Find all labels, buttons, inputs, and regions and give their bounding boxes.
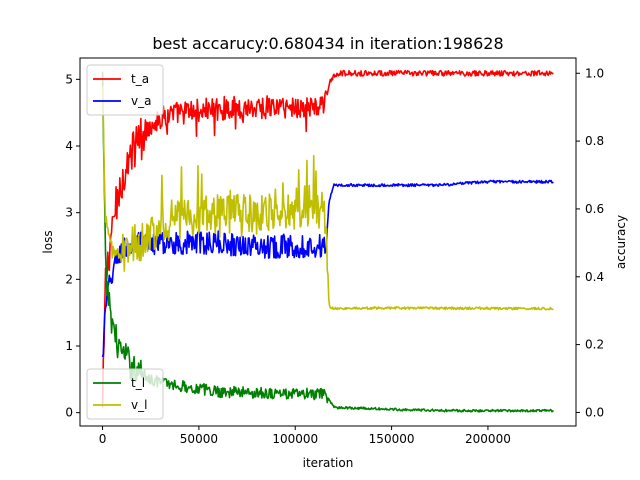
legend-box [86, 64, 164, 116]
left-tick-label: 5 [65, 72, 73, 86]
x-tick-label: 50000 [180, 432, 218, 446]
left-axis-ticks: 0 1 2 3 4 5 [65, 72, 80, 420]
right-tick-label: 0.2 [585, 338, 604, 352]
legend-label-v-a: v_a [131, 94, 151, 108]
right-tick-label: 0.4 [585, 270, 604, 284]
legend-label-t-l: t_l [131, 376, 145, 390]
series-line-t-a [101, 69, 554, 408]
legend-loss: t_l v_l [86, 368, 164, 420]
right-tick-label: 0.6 [585, 202, 604, 216]
left-axis-label: loss [41, 230, 55, 253]
left-tick-label: 3 [65, 206, 73, 220]
left-tick-label: 4 [65, 139, 73, 153]
right-tick-label: 0.0 [585, 405, 604, 419]
x-tick-label: 200000 [465, 432, 511, 446]
series-line-t-l [101, 71, 555, 413]
right-axis-label: accuracy [614, 215, 628, 269]
legend-label-t-a: t_a [131, 72, 149, 86]
plot-frame [79, 57, 577, 427]
left-tick-label: 0 [65, 406, 73, 420]
series-line-v-l [101, 86, 554, 311]
x-axis-ticks: 0 50000 100000 150000 200000 [99, 426, 511, 446]
x-tick-label: 100000 [272, 432, 318, 446]
right-tick-label: 1.0 [585, 66, 604, 80]
series-line-v-a [101, 179, 554, 358]
legend-accuracy: t_a v_a [86, 64, 164, 116]
legend-label-v-l: v_l [131, 398, 147, 412]
right-tick-label: 0.8 [585, 134, 604, 148]
x-tick-label: 0 [99, 432, 107, 446]
x-tick-label: 150000 [369, 432, 415, 446]
chart-title: best accarucy:0.680434 in iteration:1986… [152, 34, 503, 53]
x-axis-label: iteration [303, 456, 354, 470]
left-tick-label: 1 [65, 339, 73, 353]
plot-series [101, 69, 555, 413]
right-axis-ticks: 0.0 0.2 0.4 0.6 0.8 1.0 [576, 66, 604, 419]
left-tick-label: 2 [65, 272, 73, 286]
legend-box [86, 368, 164, 420]
